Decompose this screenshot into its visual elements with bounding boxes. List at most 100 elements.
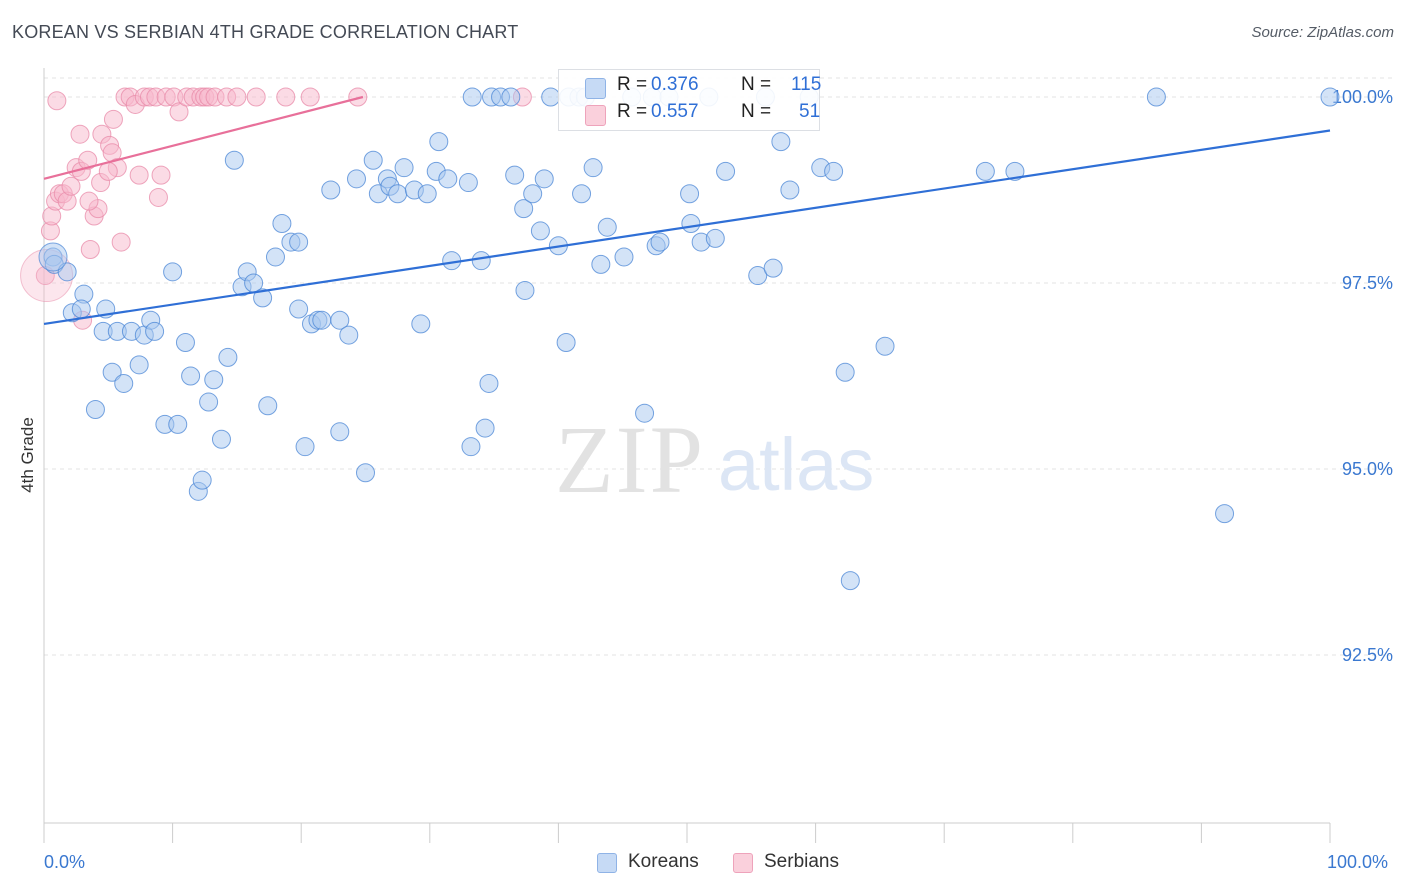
koreans-point	[438, 169, 458, 189]
koreans-point	[85, 399, 105, 419]
stats-legend: R = 0.376 N = 115 R = 0.557 N = 51	[558, 69, 821, 131]
serbians-points	[20, 87, 532, 330]
serbians-point	[276, 87, 296, 107]
koreans-point	[763, 258, 783, 278]
koreans-point	[417, 184, 437, 204]
koreans-point	[289, 232, 309, 252]
serbians-point	[70, 124, 90, 144]
koreans-point	[330, 422, 350, 442]
serbians-point	[79, 191, 99, 211]
koreans-point	[591, 254, 611, 274]
koreans-point	[840, 571, 860, 591]
serbians-point	[103, 109, 123, 129]
koreans-point	[501, 87, 521, 107]
legend-n-label: N =	[741, 74, 772, 95]
koreans-point	[272, 213, 292, 233]
koreans-point	[583, 158, 603, 178]
koreans-point	[975, 161, 995, 181]
source-label: Source: ZipAtlas.com	[1251, 24, 1394, 41]
koreans-point	[145, 321, 165, 341]
legend-r-label: R =	[617, 101, 648, 122]
watermark-atlas: atlas	[718, 423, 874, 506]
koreans-point	[330, 310, 350, 330]
koreans-point	[875, 336, 895, 356]
serbians-point	[80, 240, 100, 260]
serbians-point	[348, 87, 368, 107]
koreans-point	[429, 132, 449, 152]
koreans-point	[192, 470, 212, 490]
serbians-point	[227, 87, 247, 107]
koreans-point	[680, 184, 700, 204]
koreans-point	[681, 213, 701, 233]
koreans-point	[289, 299, 309, 319]
axes	[43, 68, 1331, 843]
koreans-point	[523, 184, 543, 204]
serbians-trend-line	[43, 95, 364, 180]
grid-lines	[44, 77, 1392, 656]
koreans-point	[168, 414, 188, 434]
serbians-point	[78, 150, 98, 170]
koreans-point	[211, 429, 231, 449]
koreans-point	[356, 463, 375, 483]
serbians-point	[169, 102, 189, 122]
koreans-point	[295, 437, 315, 457]
serbians-point	[111, 232, 131, 252]
serbians-point	[98, 161, 118, 181]
koreans-point	[163, 262, 183, 282]
trend-lines	[43, 95, 1331, 326]
y-tick-labels: 92.5% 95.0% 97.5% 100.0%	[1332, 87, 1393, 665]
y-tick-label: 95.0%	[1342, 459, 1393, 479]
koreans-point	[175, 333, 195, 353]
koreans-point	[597, 217, 617, 237]
koreans-point	[824, 161, 844, 181]
koreans-point	[650, 232, 670, 252]
koreans-point	[515, 280, 535, 300]
legend-swatch-koreans	[585, 78, 606, 99]
serbians-label: Serbians	[764, 851, 839, 872]
koreans-point	[204, 370, 224, 390]
koreans-point	[530, 221, 550, 241]
koreans-point	[181, 366, 201, 386]
koreans-point	[224, 150, 244, 170]
koreans-point	[780, 180, 800, 200]
koreans-point	[258, 396, 278, 416]
koreans-point	[716, 161, 736, 181]
serbians-point	[246, 87, 266, 107]
koreans-point	[346, 169, 366, 189]
koreans-point	[635, 403, 655, 423]
koreans-point	[541, 87, 561, 107]
koreans-point	[363, 150, 383, 170]
koreans-point	[394, 158, 414, 178]
koreans-point	[265, 247, 285, 267]
koreans-point	[218, 347, 238, 367]
serbians-point	[300, 87, 320, 107]
koreans-point	[1215, 504, 1235, 524]
koreans-label: Koreans	[628, 851, 699, 872]
chart-title: KOREAN VS SERBIAN 4TH GRADE CORRELATION …	[12, 22, 519, 42]
koreans-point	[411, 314, 431, 334]
koreans-point	[471, 251, 491, 271]
legend-n-label: N =	[741, 101, 772, 122]
koreans-swatch	[597, 853, 617, 873]
koreans-point	[339, 325, 359, 345]
serbians-point	[61, 176, 81, 196]
koreans-point	[572, 184, 592, 204]
koreans-point	[102, 362, 122, 382]
koreans-point	[388, 184, 408, 204]
koreans-point	[1005, 161, 1025, 181]
koreans-trend-line	[43, 129, 1331, 326]
koreans-point	[253, 288, 273, 308]
koreans-point	[556, 333, 576, 353]
koreans-point	[199, 392, 219, 412]
koreans-point	[835, 362, 855, 382]
watermark-zip: ZIP	[555, 406, 705, 513]
x-tick-label-max: 100.0%	[1327, 852, 1389, 872]
koreans-point	[614, 247, 634, 267]
y-tick-label: 92.5%	[1342, 645, 1393, 665]
koreans-point	[514, 199, 534, 219]
koreans-point	[475, 418, 495, 438]
koreans-point	[1146, 87, 1166, 107]
y-tick-label: 100.0%	[1332, 87, 1393, 107]
serbians-point	[129, 165, 149, 185]
legend-r-value: 0.376	[651, 74, 699, 95]
